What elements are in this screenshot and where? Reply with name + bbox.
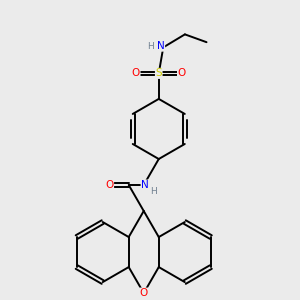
Text: H: H xyxy=(147,42,154,51)
Text: S: S xyxy=(155,68,162,78)
Text: O: O xyxy=(105,180,114,190)
Text: N: N xyxy=(141,180,149,190)
Text: N: N xyxy=(157,41,165,51)
Text: O: O xyxy=(140,288,148,298)
Text: O: O xyxy=(132,68,140,78)
Text: O: O xyxy=(178,68,186,78)
Text: H: H xyxy=(150,187,157,196)
